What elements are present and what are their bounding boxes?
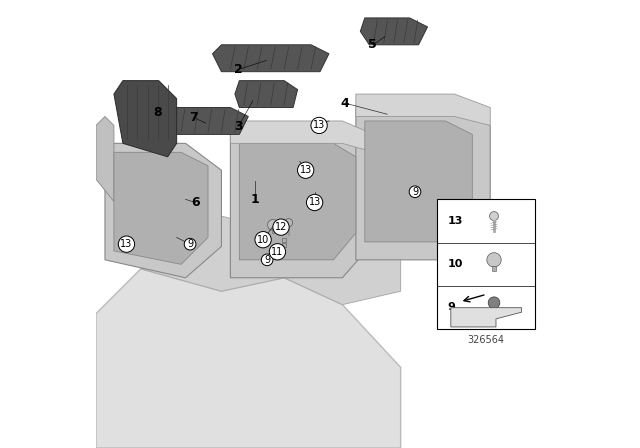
Text: 6: 6: [191, 196, 200, 209]
Polygon shape: [96, 116, 114, 202]
Bar: [492, 308, 496, 314]
Bar: [271, 226, 275, 233]
Bar: [282, 238, 287, 242]
Circle shape: [311, 117, 327, 134]
Bar: [492, 266, 496, 271]
Text: 10: 10: [447, 259, 463, 269]
Circle shape: [268, 220, 278, 230]
Circle shape: [487, 253, 501, 267]
Circle shape: [409, 186, 421, 198]
Text: 12: 12: [275, 222, 287, 232]
Circle shape: [255, 232, 271, 248]
Text: 4: 4: [340, 96, 349, 110]
Polygon shape: [451, 308, 522, 327]
Text: 13: 13: [300, 165, 312, 175]
Circle shape: [184, 238, 196, 250]
Polygon shape: [365, 121, 472, 242]
Polygon shape: [356, 108, 490, 260]
Text: 9: 9: [264, 255, 270, 265]
Text: 13: 13: [313, 121, 325, 130]
Polygon shape: [235, 81, 298, 108]
Text: 13: 13: [308, 198, 321, 207]
Polygon shape: [230, 134, 374, 278]
Text: 1: 1: [251, 193, 259, 206]
Text: 13: 13: [120, 239, 132, 249]
Polygon shape: [230, 121, 374, 152]
Text: 326564: 326564: [468, 336, 505, 345]
Circle shape: [261, 254, 273, 266]
Text: 13: 13: [447, 216, 463, 226]
Text: 5: 5: [369, 38, 377, 52]
Polygon shape: [168, 108, 248, 134]
Text: 9: 9: [447, 302, 455, 312]
Polygon shape: [96, 269, 401, 448]
Polygon shape: [114, 152, 208, 264]
Polygon shape: [114, 81, 177, 157]
Circle shape: [269, 244, 285, 260]
Text: 10: 10: [257, 235, 269, 245]
Bar: [282, 243, 287, 247]
Text: 11: 11: [271, 247, 284, 257]
Text: 7: 7: [189, 111, 198, 124]
Polygon shape: [118, 202, 401, 305]
Circle shape: [488, 297, 500, 309]
Bar: [437, 199, 535, 329]
Circle shape: [298, 162, 314, 178]
Polygon shape: [239, 143, 356, 260]
Polygon shape: [356, 94, 490, 125]
Polygon shape: [105, 143, 221, 278]
Circle shape: [307, 194, 323, 211]
Circle shape: [118, 236, 134, 252]
Circle shape: [490, 211, 499, 220]
Circle shape: [273, 219, 289, 235]
Circle shape: [285, 219, 292, 227]
Text: 8: 8: [154, 106, 162, 120]
Polygon shape: [360, 18, 428, 45]
Polygon shape: [212, 45, 329, 72]
Text: 2: 2: [234, 63, 243, 76]
Text: 9: 9: [412, 187, 418, 197]
Text: 9: 9: [187, 239, 193, 249]
Text: 3: 3: [234, 120, 243, 133]
